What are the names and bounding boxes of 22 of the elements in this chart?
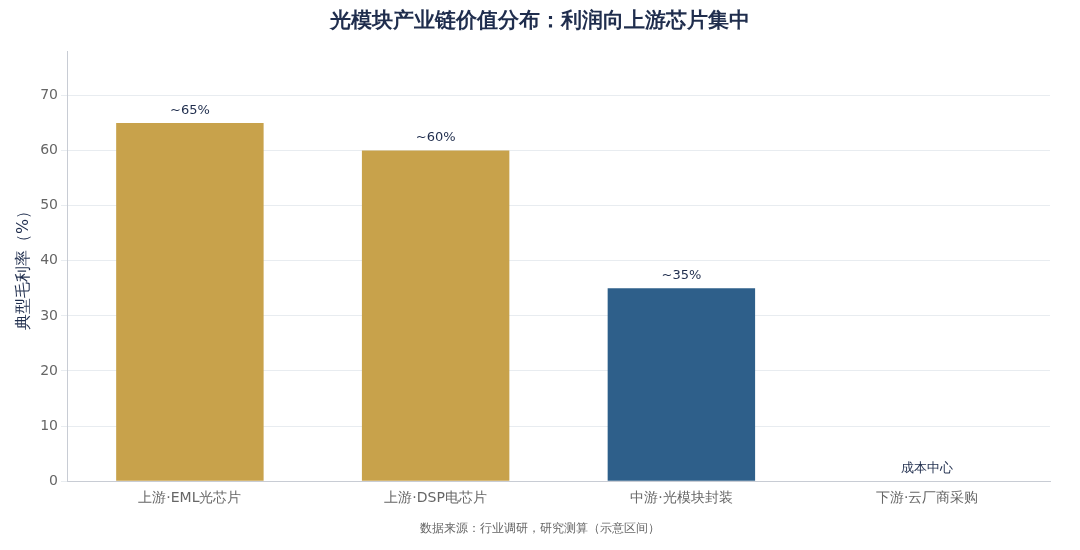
- y-tick-label: 50: [40, 196, 59, 213]
- x-tick-label: 上游·DSP电芯片: [384, 489, 487, 506]
- chart-title: 光模块产业链价值分布：利润向上游芯片集中: [328, 7, 751, 34]
- data-label: ~35%: [661, 267, 702, 283]
- data-label: ~60%: [415, 129, 456, 145]
- bar: [116, 123, 264, 481]
- y-tick-label: 10: [40, 416, 59, 433]
- y-tick-label: 30: [40, 306, 59, 323]
- bar: [361, 150, 510, 481]
- y-tick-label: 20: [40, 361, 59, 378]
- y-axis-title: 典型毛利率（%）: [12, 202, 32, 330]
- bar: [607, 288, 756, 481]
- x-tick-label: 上游·EML光芯片: [138, 489, 242, 506]
- y-tick-label: 60: [40, 141, 59, 158]
- x-tick-label: 中游·光模块封装: [630, 489, 733, 506]
- data-label: ~65%: [169, 101, 210, 117]
- x-tick-label: 下游·云厂商采购: [875, 489, 979, 506]
- source-note: 数据来源：行业调研，研究测算（示意区间）: [419, 520, 661, 537]
- data-label: 成本中心: [901, 460, 954, 476]
- y-tick-label: 40: [40, 251, 59, 268]
- y-tick-label: 70: [40, 86, 59, 103]
- y-tick-label: 0: [49, 471, 59, 488]
